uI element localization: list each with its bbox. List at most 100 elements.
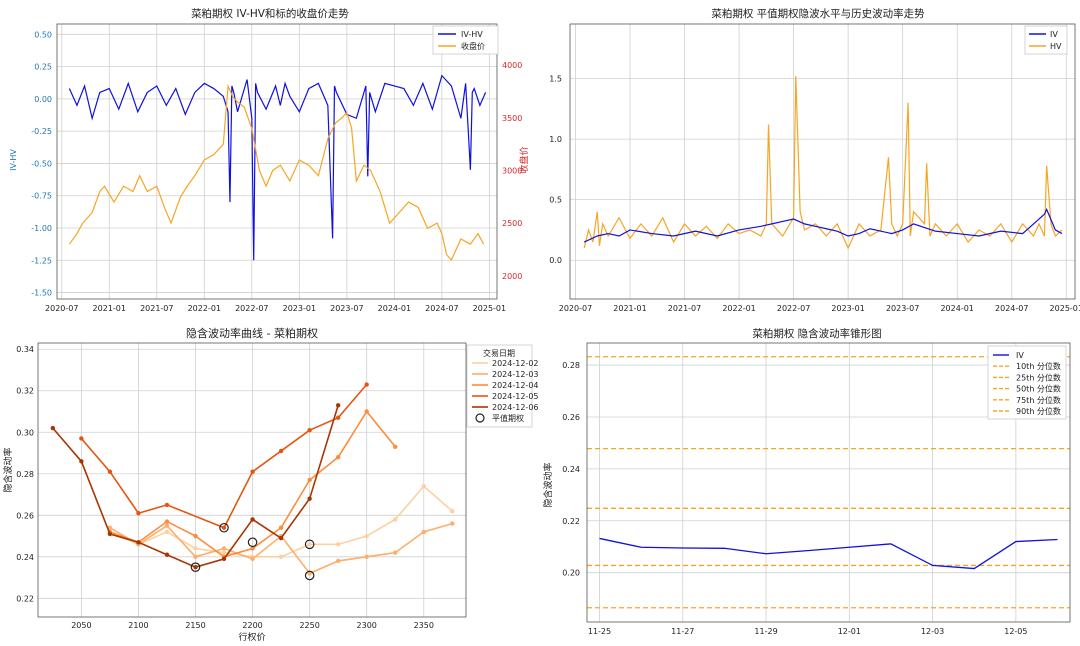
ivhvlines-ytick: 0.0	[549, 256, 562, 265]
cone-legend-entry: IV	[1016, 351, 1024, 360]
smile-point	[450, 521, 455, 526]
smile-point	[307, 427, 312, 433]
smile-title: 隐含波动率曲线 - 菜粕期权	[186, 326, 318, 340]
smile-point	[221, 546, 227, 551]
ivhvlines-legend: IV HV	[1024, 25, 1068, 55]
smile-legend-entry: 2024-12-02	[492, 359, 539, 368]
ivhvlines-frame	[569, 23, 1076, 300]
cone-legend-box	[987, 345, 1067, 420]
smile-point	[450, 508, 455, 514]
atm-marker	[219, 522, 229, 533]
smile-point	[193, 533, 198, 539]
smile-point	[193, 564, 198, 570]
smile-line-2024-12-02	[109, 485, 453, 558]
ivhvlines-ytick: 1.0	[549, 135, 562, 144]
cone-ytick: 0.22	[562, 517, 580, 526]
smile-point	[364, 533, 369, 539]
smile-point	[250, 556, 255, 562]
iv-line	[583, 207, 1063, 243]
cone-title: 菜粕期权 隐含波动率锥形图	[752, 327, 881, 340]
ivhv-xtick: 2020-07	[45, 304, 78, 313]
hv-line	[583, 76, 1063, 250]
atm-marker	[304, 539, 315, 550]
smile-frame	[37, 342, 467, 618]
smile-ytick: 0.34	[16, 345, 34, 354]
cone-ytick: 0.28	[562, 361, 580, 370]
ivhvlines-xtick: 2025-01	[1050, 304, 1080, 313]
ivhv-lines-panel: 菜粕期权 平值期权隐波水平与历史波动率走势 2020-07 2021-01 2021…	[549, 7, 1080, 313]
atm-marker	[247, 537, 258, 548]
cone-panel: 菜粕期权 隐含波动率锥形图 隐含波动率 11-25 11-27 11-29 12-01…	[542, 327, 1071, 636]
ivhv-legend-box	[432, 25, 499, 55]
smile-point	[221, 550, 227, 555]
ivhvlines-xtick: 2024-01	[940, 304, 973, 313]
smile-ytick: 0.32	[16, 387, 34, 396]
cone-legend-entry: 25th 分位数	[1016, 372, 1061, 382]
smile-legend: 交易日期 2024-12-02 2024-12-03 2024-12-04 2024-…	[466, 344, 539, 428]
ivhv-ytick: 0.50	[34, 30, 52, 39]
ivhv-y2tick: 3000	[502, 166, 522, 175]
ivhv-y2label: 收盘价	[518, 146, 530, 173]
smile-point	[393, 550, 398, 555]
legend-hv: HV	[1050, 42, 1062, 51]
smile-legend-box	[466, 344, 533, 428]
cone-legend-entry: 10th 分位数	[1016, 361, 1061, 371]
smile-legend-entry: 2024-12-06	[492, 403, 539, 412]
ivhvlines-legend-box	[1024, 25, 1068, 55]
smile-point	[307, 571, 312, 576]
atm-marker	[304, 570, 315, 581]
ivhv-ytick: 0.00	[34, 95, 52, 104]
cone-ylabel: 隐含波动率	[542, 462, 554, 507]
cone-xtick: 12-01	[838, 627, 861, 636]
smile-point	[164, 552, 170, 557]
ivhv-y2tick: 2000	[502, 272, 522, 281]
ivhv-xtick: 2024-01	[378, 304, 411, 313]
smile-point	[335, 454, 341, 460]
smile-ylabel: 隐含波动率	[2, 447, 14, 492]
smile-point	[250, 517, 255, 522]
smile-point	[107, 469, 113, 474]
smile-legend-atm: 平值期权	[492, 413, 524, 423]
cone-legend-entry: 50th 分位数	[1016, 384, 1061, 394]
smile-point	[136, 540, 141, 545]
smile-point	[307, 496, 312, 501]
smile-point	[136, 511, 141, 516]
smile-point	[278, 535, 284, 541]
ivhvlines-xtick: 2021-07	[668, 304, 701, 313]
smile-xtick: 2100	[128, 621, 148, 630]
smile-point	[364, 554, 369, 560]
ivhvlines-xtick: 2022-07	[777, 304, 810, 313]
ivhv-xtick: 2022-07	[235, 304, 268, 313]
smile-xlabel: 行权价	[238, 631, 265, 643]
smile-point	[421, 529, 426, 535]
smile-xtick: 2250	[299, 621, 319, 630]
smile-point	[79, 459, 84, 464]
ivhv-ytick: -0.25	[31, 127, 52, 136]
cone-ytick: 0.26	[562, 413, 580, 422]
ivhvlines-xtick: 2022-01	[722, 304, 755, 313]
cone-iv-line	[599, 537, 1058, 570]
ivhv-panel: 菜粕期权 IV-HV和标的收盘价走势 IV-HV 收盘价 2020-07 2021…	[9, 7, 530, 313]
smile-point	[50, 425, 56, 431]
cone-legend-entry: 90th 分位数	[1016, 406, 1061, 416]
ivhv-xtick: 2021-01	[93, 304, 126, 313]
ivhv-ytick: -1.25	[31, 256, 52, 265]
cone-xtick: 11-25	[588, 627, 611, 636]
ivhv-ytick: -0.75	[31, 192, 52, 201]
ivhv-xtick: 2025-01	[473, 304, 506, 313]
ivhv-legend: IV-HV 收盘价	[432, 25, 499, 55]
ivhvlines-xtick: 2024-07	[995, 304, 1028, 313]
cone-ytick: 0.20	[562, 569, 580, 578]
ivhv-y2tick: 3500	[502, 114, 522, 123]
smile-ytick: 0.30	[16, 428, 34, 437]
smile-point	[278, 448, 284, 454]
smile-panel: 隐含波动率曲线 - 菜粕期权 行权价 隐含波动率 2050 2100 2150 220…	[2, 326, 539, 643]
cone-xtick: 12-05	[1004, 627, 1027, 636]
ivhv-line	[68, 74, 487, 261]
ivhv-xtick: 2022-01	[188, 304, 221, 313]
ivhv-ytick: -0.50	[31, 159, 52, 168]
smile-ytick: 0.28	[16, 470, 34, 479]
smile-point	[364, 409, 369, 414]
smile-point	[393, 444, 398, 449]
